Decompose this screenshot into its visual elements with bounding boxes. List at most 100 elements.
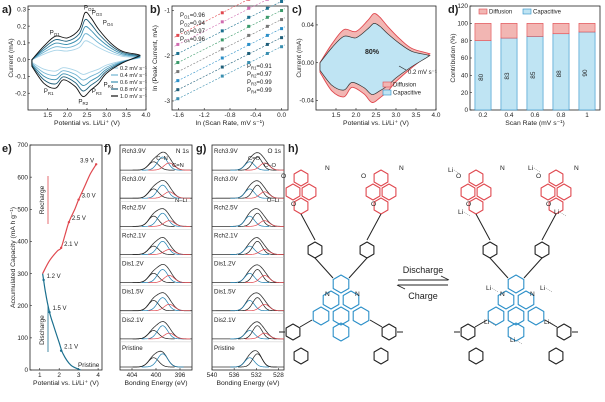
core-link [489, 257, 509, 279]
x-axis-label: Bonding Energy (eV) [124, 380, 187, 387]
hatn-core-ring [332, 274, 350, 294]
phenyl-ring [556, 323, 572, 341]
x-tick-label: 3 [77, 372, 81, 379]
lithium-label: Li [458, 209, 464, 216]
dione-ring [301, 183, 317, 201]
xps-component-2 [245, 303, 284, 312]
peak-label-a: PO1 [50, 30, 61, 38]
hatn-core-ring [517, 290, 535, 310]
legend-swatch-c [382, 89, 392, 96]
lithium-label: Li [510, 337, 516, 344]
x-tick-label: 1.5 [43, 112, 52, 119]
data-point-P_O4 [176, 61, 180, 65]
xps-component-2 [245, 191, 284, 199]
phenyl-ring [468, 347, 484, 365]
x-tick-label: 0.2 [479, 112, 488, 119]
x-tick-label: -1.2 [199, 112, 210, 119]
y-tick-label: 0.3 [17, 7, 26, 14]
oxygen-label: O [291, 201, 296, 208]
xps-title: O 1s [268, 148, 282, 155]
xps-row-label: Dis2.1V [122, 317, 145, 324]
data-point-P_O3 [176, 51, 180, 55]
dione-ring [556, 183, 572, 201]
x-tick-label: 400 [151, 372, 162, 379]
nitrogen-label: N [325, 291, 330, 298]
xps-component-0 [230, 300, 269, 312]
fit-label-P_R1: PR1=0.91 [247, 64, 272, 71]
xps-component-1 [238, 353, 277, 368]
xps-row-label: Pristine [122, 345, 143, 352]
xps-row-label: Rch3.0V [214, 176, 239, 183]
xps-component-1 [238, 269, 277, 283]
xps-component-2 [245, 162, 284, 171]
y-tick-label: -0.2 [15, 90, 26, 97]
legend-label-a: 0.6 mV s⁻¹ [120, 80, 147, 86]
y-tick-label: 0.0 [17, 57, 26, 64]
legend-label-c: Capacitive [393, 91, 422, 97]
xps-peak-label: C–N [156, 156, 168, 162]
aryl-link [369, 319, 383, 328]
hatn-core-ring [507, 306, 525, 326]
x-tick-label: 540 [207, 372, 218, 379]
legend-swatch-d [478, 8, 488, 15]
capacitive-percent: 80% [365, 49, 380, 56]
li-coordination [491, 287, 499, 293]
imine-linker [475, 213, 491, 241]
xps-envelope-3 [119, 237, 192, 255]
x-tick-label: 0.8 [557, 112, 566, 119]
peak-label-a: PR2 [78, 98, 88, 106]
panel-e-capacity-profile: 1 2 3 4 0 100 200 300 400 500 600 700 Potential vs. … [10, 142, 103, 387]
diffusion-bar [578, 23, 596, 33]
phenyl-ring [482, 241, 498, 259]
hatn-core-ring [332, 306, 350, 326]
recharge-curve [42, 163, 97, 274]
data-point-P_O4 [265, 15, 269, 19]
phenyl-ring [293, 347, 309, 365]
cv-curve-3 [31, 18, 141, 92]
x-tick-label: 2.5 [83, 112, 92, 119]
discharge-label: Discharge [403, 265, 444, 275]
lithiated-cof-structure: O O O O N N N N Li Li Li Li Li Li Li Li Li [448, 165, 579, 365]
xps-envelope-7 [212, 350, 284, 368]
data-point-P_R3 [176, 88, 180, 92]
fit-label-P_R4: PR4=0.99 [247, 88, 272, 95]
y-tick-label: 300 [17, 271, 28, 278]
xps-row-label: Rch3.9V [214, 148, 239, 155]
x-axis-label: Potential vs. Li/Li⁺ (V) [54, 120, 120, 127]
xps-component-0 [230, 188, 269, 199]
nitrogen-label: N [399, 165, 404, 172]
xps-row-label: Rch2.5V [214, 204, 239, 211]
capacitive-value-label: 88 [556, 70, 563, 78]
data-point-P_O2 [176, 42, 180, 46]
y-tick-label: 120 [457, 3, 468, 10]
x-axis-label: Scan Rate (mV s⁻¹) [505, 120, 565, 127]
li-coordination [489, 321, 497, 327]
pristine-cof-structure: O O O O N N N N [279, 165, 404, 365]
xps-component-2 [245, 332, 285, 340]
data-point-P_R3 [247, 51, 251, 55]
y-tick-label: 0.1 [17, 40, 26, 47]
data-point-P_R4 [176, 97, 180, 101]
dione-ring [365, 183, 381, 201]
data-point-P_O2 [265, 0, 269, 1]
y-tick-label: 0 [464, 107, 468, 114]
y-axis-label: Current (mA) [296, 38, 303, 77]
hatn-core-ring [527, 306, 545, 326]
oxygen-label: O [466, 201, 471, 208]
xps-row-label: Dis1.2V [214, 261, 237, 268]
pristine-label: Pristine [78, 362, 100, 369]
discharge-curve [42, 273, 81, 371]
x-axis-label: Potential vs. Li/Li⁺ (V) [33, 380, 99, 387]
nitrogen-label: N [355, 291, 360, 298]
li-coordination [463, 211, 471, 217]
voltage-marker [77, 198, 80, 201]
y-tick-label: 0.00 [302, 60, 315, 67]
diffusion-bar [526, 23, 544, 37]
hatn-core-ring [487, 306, 505, 326]
y-tick-label: 600 [17, 174, 28, 181]
panel-label-b: b) [150, 4, 161, 16]
x-tick-label: 2 [57, 372, 61, 379]
xps-row-label: Dis2.1V [214, 317, 237, 324]
xps-component-0 [230, 245, 270, 255]
